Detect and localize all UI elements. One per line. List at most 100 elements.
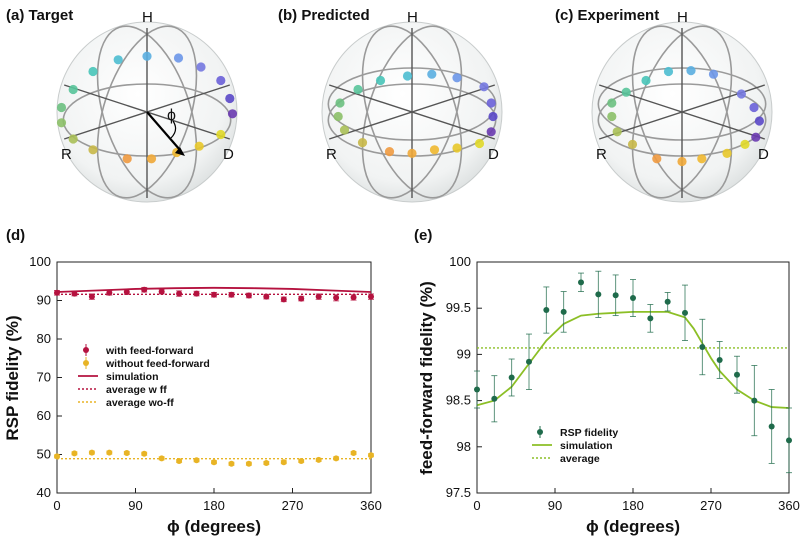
data-point xyxy=(612,292,619,299)
data-point xyxy=(734,371,740,378)
bloch-state-point xyxy=(113,55,123,65)
y-tick-label: 99 xyxy=(457,346,471,361)
data-point xyxy=(298,458,305,465)
data-point xyxy=(368,452,374,459)
data-point xyxy=(71,450,78,457)
data-point xyxy=(768,423,775,430)
y-tick-label: 99.5 xyxy=(446,300,471,315)
bloch-sphere-0: (a) Target H R Dϕ xyxy=(6,7,238,203)
legend-marker-point xyxy=(83,347,89,353)
data-point xyxy=(333,294,340,301)
data-point xyxy=(315,456,322,463)
state-label-right: D xyxy=(758,146,769,163)
data-point xyxy=(193,290,200,297)
x-tick-label: 360 xyxy=(360,498,382,513)
y-tick-label: 100 xyxy=(449,254,471,269)
data-point xyxy=(333,455,340,462)
data-point xyxy=(123,289,130,296)
bloch-state-point xyxy=(751,132,761,142)
bloch-sphere-1: (b) Predicted H R D xyxy=(278,7,503,203)
bloch-state-point xyxy=(88,145,98,155)
state-label-left: R xyxy=(61,146,72,163)
bloch-state-point xyxy=(339,125,350,135)
state-label-right: D xyxy=(488,146,499,163)
data-point xyxy=(350,449,357,456)
x-tick-label: 90 xyxy=(128,498,142,513)
bloch-state-point xyxy=(429,145,440,155)
bloch-state-point xyxy=(227,109,238,119)
legend-label: with feed-forward xyxy=(105,345,194,357)
data-point xyxy=(350,294,357,301)
bloch-state-point xyxy=(142,51,152,61)
x-tick-label: 0 xyxy=(53,498,60,513)
data-point xyxy=(88,293,95,300)
bloch-state-point xyxy=(452,73,462,83)
data-point xyxy=(245,292,252,299)
series-line-simulation xyxy=(56,286,372,293)
bloch-state-point xyxy=(427,69,437,79)
legend-label: simulation xyxy=(560,440,613,452)
data-point xyxy=(280,296,287,303)
bloch-state-point xyxy=(486,127,496,137)
y-tick-label: 98.5 xyxy=(446,393,471,408)
y-axis-title-d: RSP fidelity (%) xyxy=(3,315,22,440)
bloch-state-point xyxy=(452,143,462,153)
bloch-state-point xyxy=(56,102,67,113)
bloch-state-point xyxy=(722,148,732,158)
bloch-state-point xyxy=(697,154,707,164)
state-label-left: R xyxy=(326,146,337,163)
data-point xyxy=(193,457,200,464)
data-point xyxy=(141,450,148,457)
angle-arc xyxy=(170,120,177,139)
data-point xyxy=(54,453,60,460)
y-tick-label: 60 xyxy=(37,408,51,423)
data-point xyxy=(491,395,498,402)
series-line-simulation xyxy=(476,310,790,409)
data-point xyxy=(123,449,130,456)
panel-label-e: (e) xyxy=(414,227,432,244)
data-point xyxy=(647,315,654,322)
legend-marker-point xyxy=(537,429,543,435)
bloch-state-point xyxy=(216,129,226,140)
x-tick-label: 270 xyxy=(282,498,304,513)
data-point xyxy=(211,459,217,466)
bloch-state-point xyxy=(384,147,395,157)
bloch-state-point xyxy=(474,138,485,149)
bloch-state-point xyxy=(479,82,489,92)
state-label-right: D xyxy=(223,146,234,163)
bloch-state-point xyxy=(146,154,157,164)
bloch-state-point xyxy=(612,127,622,137)
data-point xyxy=(176,290,183,297)
bloch-state-point xyxy=(686,66,696,76)
data-point xyxy=(280,459,287,466)
data-point xyxy=(228,460,235,467)
data-point xyxy=(106,449,113,456)
panel-label-d: (d) xyxy=(6,227,25,244)
legend-marker-point xyxy=(83,360,89,366)
data-point xyxy=(368,293,374,300)
bloch-state-point xyxy=(402,71,413,81)
y-tick-label: 100 xyxy=(29,254,51,269)
data-point xyxy=(543,307,550,314)
x-tick-label: 360 xyxy=(778,498,800,513)
axis-diag xyxy=(328,84,496,140)
data-point xyxy=(141,286,148,293)
legend-label: RSP fidelity xyxy=(560,427,618,439)
data-point xyxy=(245,460,252,467)
x-axis-title-d: ϕ (degrees) xyxy=(167,517,261,536)
data-point xyxy=(71,290,78,297)
data-point xyxy=(158,455,165,462)
data-point xyxy=(176,458,183,465)
data-point xyxy=(699,344,706,351)
data-point xyxy=(298,295,305,302)
x-tick-label: 0 xyxy=(473,498,480,513)
data-point xyxy=(716,356,723,363)
bloch-state-point xyxy=(627,139,638,149)
y-tick-label: 90 xyxy=(37,293,51,308)
bloch-state-point xyxy=(68,134,78,144)
state-label-top: H xyxy=(407,9,418,26)
bloch-state-point xyxy=(677,156,687,167)
panel-label-a: (a) Target xyxy=(6,7,73,24)
